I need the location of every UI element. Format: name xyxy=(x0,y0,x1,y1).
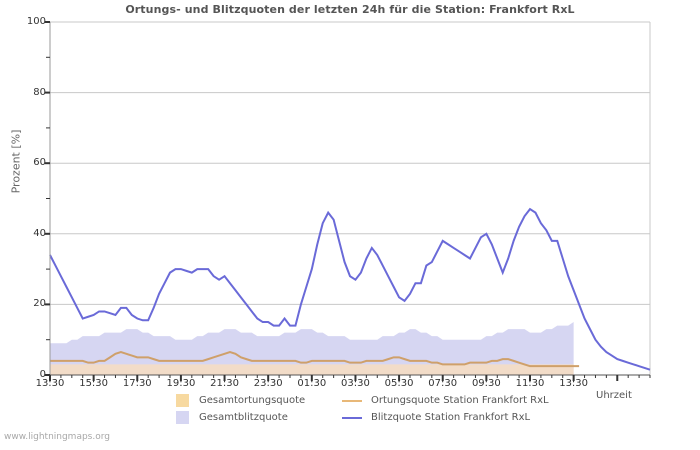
y-tick-label: 80 xyxy=(33,86,46,98)
y-tick-label: 0 xyxy=(39,369,46,380)
x-tick-label: 15:30 xyxy=(79,378,109,389)
legend-item-gesamtortungsquote[interactable]: Gesamtortungsquote xyxy=(176,394,342,407)
legend-swatch-icon xyxy=(176,411,189,424)
x-axis-label: Uhrzeit xyxy=(596,390,632,401)
x-tick-label: 07:30 xyxy=(428,378,458,389)
x-tick-label: 11:30 xyxy=(515,378,545,389)
legend-item-ortungsquote-station[interactable]: Ortungsquote Station Frankfort RxL xyxy=(342,395,642,406)
x-tick-label: 01:30 xyxy=(297,378,327,389)
y-tick-label: 20 xyxy=(33,298,46,310)
x-tick-label: 13:30 xyxy=(35,378,65,389)
legend-item-blitzquote-station[interactable]: Blitzquote Station Frankfort RxL xyxy=(342,412,642,423)
legend-line-icon xyxy=(342,416,362,419)
x-tick-label: 05:30 xyxy=(384,378,414,389)
y-tick-label: 60 xyxy=(33,157,46,169)
x-tick-label: 21:30 xyxy=(210,378,239,389)
x-tick-label: 13:30 xyxy=(559,378,589,389)
watermark: www.lightningmaps.org xyxy=(4,432,110,442)
legend-label: Gesamtblitzquote xyxy=(199,412,288,423)
legend-label: Ortungsquote Station Frankfort RxL xyxy=(371,395,549,406)
x-tick-label: 03:30 xyxy=(341,378,370,389)
legend-swatch-icon xyxy=(176,394,189,407)
x-tick-label: 09:30 xyxy=(471,378,501,389)
legend-label: Gesamtortungsquote xyxy=(199,395,306,406)
legend-row: Gesamtortungsquote Ortungsquote Station … xyxy=(176,392,656,409)
legend-item-gesamtblitzquote[interactable]: Gesamtblitzquote xyxy=(176,411,342,424)
y-tick-label: 100 xyxy=(26,16,46,27)
x-tick-label: 23:30 xyxy=(253,378,283,389)
x-tick-label: 19:30 xyxy=(166,378,196,389)
legend-row: Gesamtblitzquote Blitzquote Station Fran… xyxy=(176,409,656,426)
legend-label: Blitzquote Station Frankfort RxL xyxy=(371,412,531,423)
page-title: Ortungs- und Blitzquoten der letzten 24h… xyxy=(125,3,575,16)
y-tick-label: 40 xyxy=(33,227,46,239)
x-tick-label: 17:30 xyxy=(122,378,152,389)
chart-legend: Gesamtortungsquote Ortungsquote Station … xyxy=(176,392,656,426)
legend-line-icon xyxy=(342,399,362,402)
